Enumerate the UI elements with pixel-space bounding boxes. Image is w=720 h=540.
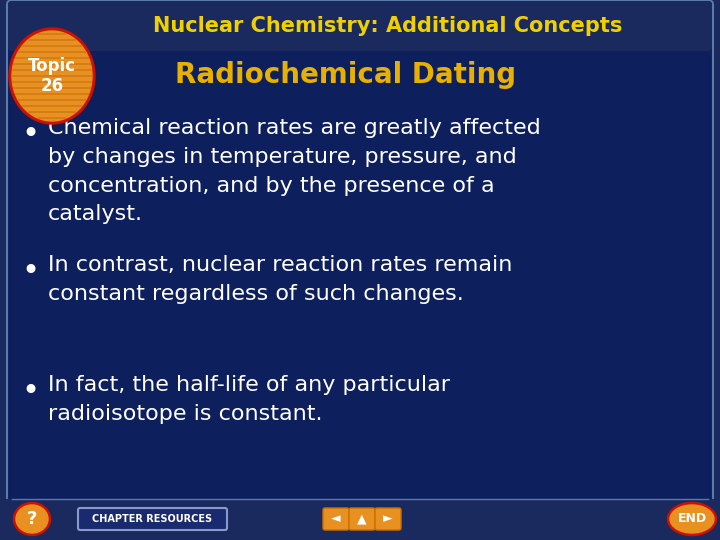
Text: ?: ? <box>27 510 37 528</box>
Text: In contrast, nuclear reaction rates remain
constant regardless of such changes.: In contrast, nuclear reaction rates rema… <box>48 255 513 304</box>
Ellipse shape <box>14 503 50 536</box>
Text: Topic
26: Topic 26 <box>28 57 76 96</box>
Ellipse shape <box>670 505 714 533</box>
FancyBboxPatch shape <box>7 0 713 508</box>
Text: Radiochemical Dating: Radiochemical Dating <box>175 61 516 89</box>
Bar <box>0 499 720 540</box>
Text: ▲: ▲ <box>357 512 366 525</box>
Text: •: • <box>21 377 39 406</box>
Text: Chemical reaction rates are greatly affected
by changes in temperature, pressure: Chemical reaction rates are greatly affe… <box>48 118 541 225</box>
Text: CHAPTER RESOURCES: CHAPTER RESOURCES <box>92 514 212 524</box>
Text: ►: ► <box>383 512 393 525</box>
FancyBboxPatch shape <box>375 508 401 530</box>
FancyBboxPatch shape <box>323 508 349 530</box>
FancyBboxPatch shape <box>349 508 375 530</box>
Ellipse shape <box>667 503 716 536</box>
Text: END: END <box>678 512 706 525</box>
Ellipse shape <box>16 505 48 533</box>
FancyBboxPatch shape <box>8 1 712 51</box>
Text: •: • <box>21 257 39 286</box>
Text: In fact, the half-life of any particular
radioisotope is constant.: In fact, the half-life of any particular… <box>48 375 450 424</box>
Text: •: • <box>21 120 39 149</box>
Text: Nuclear Chemistry: Additional Concepts: Nuclear Chemistry: Additional Concepts <box>153 16 623 36</box>
FancyBboxPatch shape <box>78 508 227 530</box>
Text: ◄: ◄ <box>331 512 341 525</box>
Ellipse shape <box>9 28 95 124</box>
Ellipse shape <box>12 31 92 121</box>
